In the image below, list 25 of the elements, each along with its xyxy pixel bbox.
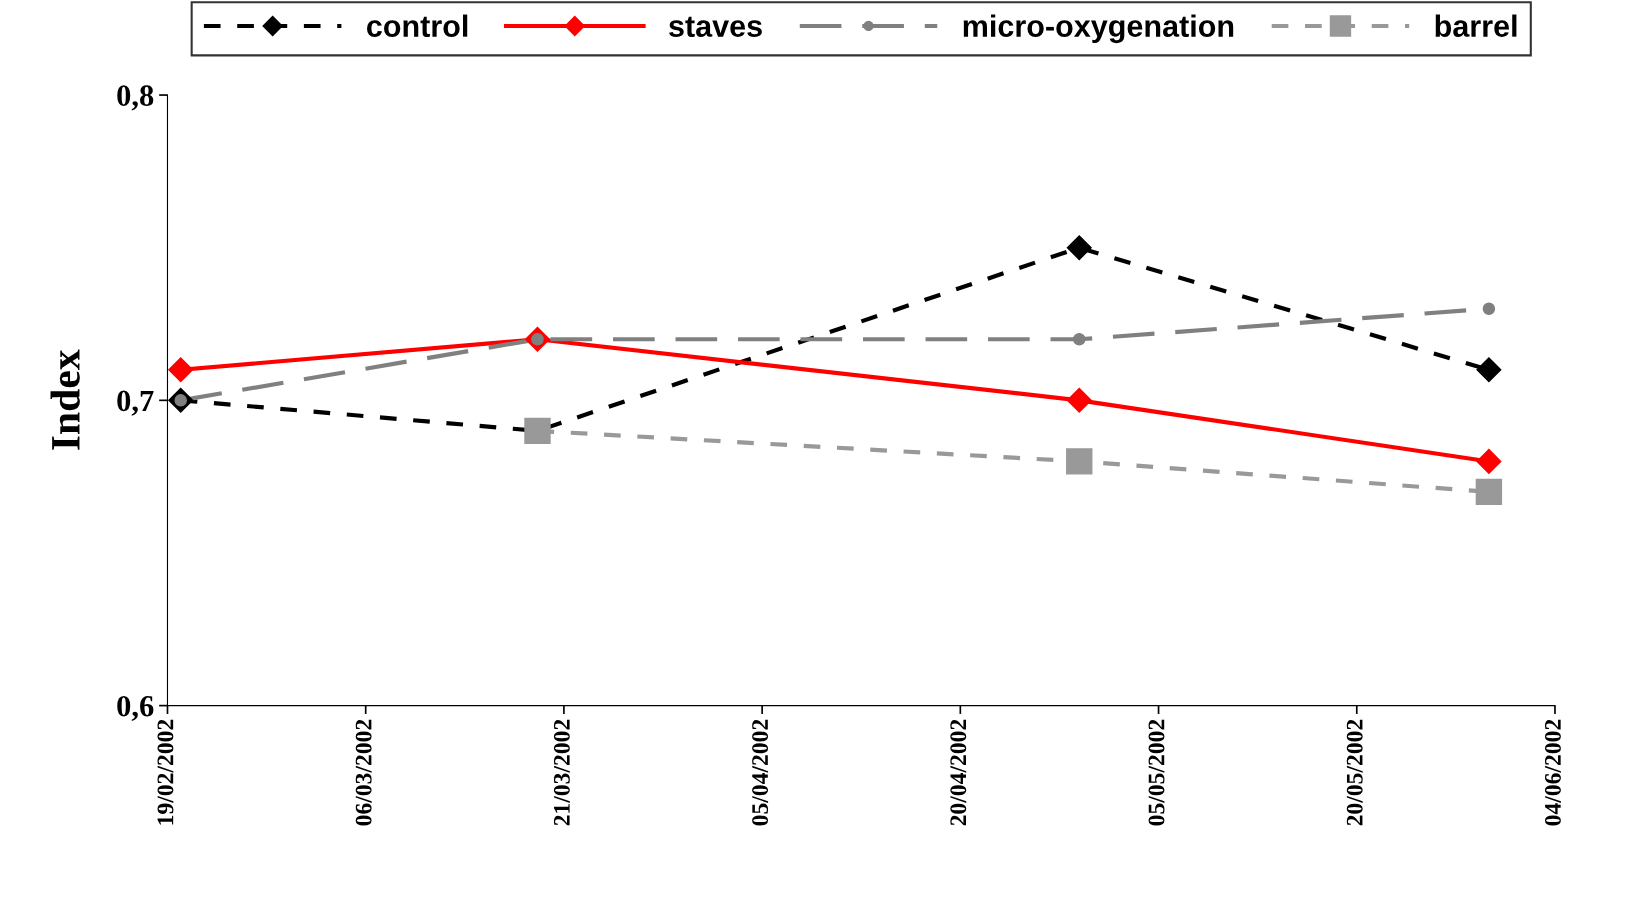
point bbox=[168, 357, 194, 383]
point bbox=[1066, 235, 1092, 261]
x-tick-label: 05/04/2002 bbox=[752, 719, 769, 826]
x-tick-label: 19/02/2002 bbox=[157, 719, 174, 825]
legend-label: staves bbox=[669, 16, 762, 37]
x-tick-label: 21/03/2002 bbox=[553, 719, 570, 826]
point bbox=[1066, 448, 1093, 475]
point bbox=[1475, 478, 1503, 506]
y-tick-label: 0,6 bbox=[117, 695, 154, 721]
x-tick-label: 20/04/2002 bbox=[950, 719, 967, 826]
y-tick-label: 0,8 bbox=[117, 85, 154, 111]
point bbox=[1476, 357, 1502, 383]
point bbox=[1482, 302, 1496, 315]
y-axis-title: Index bbox=[50, 349, 80, 450]
point bbox=[1073, 333, 1086, 346]
point bbox=[1476, 448, 1502, 474]
legend-label: barrel bbox=[1435, 14, 1517, 37]
point bbox=[1066, 387, 1092, 413]
x-tick-label: 05/05/2002 bbox=[1148, 719, 1165, 826]
x-tick-label: 06/03/2002 bbox=[355, 719, 372, 826]
y-tick-label: 0,7 bbox=[117, 390, 154, 416]
x-tick-label: 04/06/2002 bbox=[1544, 719, 1561, 826]
legend-label: micro-oxygenation bbox=[963, 14, 1234, 44]
legend-label: control bbox=[367, 14, 468, 37]
x-tick-label: 20/05/2002 bbox=[1346, 719, 1363, 826]
